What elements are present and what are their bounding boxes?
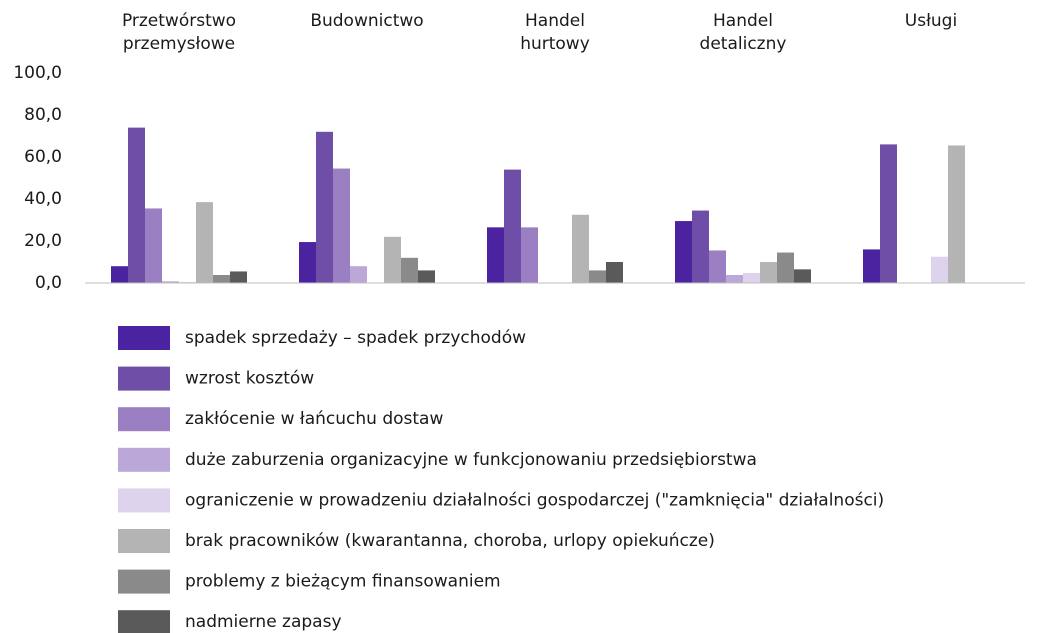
legend-label: spadek sprzedaży – spadek przychodów <box>185 328 526 348</box>
legend-label: wzrost kosztów <box>185 369 314 389</box>
bar <box>128 127 145 283</box>
y-tick-label: 0,0 <box>35 273 62 293</box>
legend-swatch <box>118 529 170 553</box>
category-label: Handel hurtowy <box>520 11 590 54</box>
bar <box>777 252 794 283</box>
bar <box>299 242 316 283</box>
category-label: Przetwórstwo przemysłowe <box>121 11 237 54</box>
bar <box>743 272 760 283</box>
legend-label: problemy z bieżącym finansowaniem <box>185 572 501 592</box>
y-tick-label: 40,0 <box>24 189 62 209</box>
y-tick-label: 60,0 <box>24 147 62 167</box>
bar <box>589 270 606 283</box>
bar <box>384 236 401 283</box>
bar <box>675 221 692 283</box>
legend-swatch <box>118 326 170 350</box>
bar <box>504 169 521 283</box>
legend-label: nadmierne zapasy <box>185 612 342 632</box>
y-tick-label: 100,0 <box>13 63 62 83</box>
bar <box>931 256 948 283</box>
legend-swatch <box>118 610 170 633</box>
bar <box>760 262 777 283</box>
bar <box>709 250 726 283</box>
bar <box>162 281 179 283</box>
bar <box>726 275 743 283</box>
bar <box>213 275 230 283</box>
legend-swatch <box>118 366 170 391</box>
bar <box>350 266 367 283</box>
bar <box>333 168 350 283</box>
bar <box>230 271 247 283</box>
legend-swatch <box>118 407 170 432</box>
bar <box>196 202 213 283</box>
bar <box>401 257 418 283</box>
bar <box>487 227 504 283</box>
bar <box>521 227 538 283</box>
bar <box>572 214 589 283</box>
legend-swatch <box>118 569 170 594</box>
category-label: Usługi <box>904 11 958 31</box>
bar <box>692 210 709 283</box>
legend-label: ograniczenie w prowadzeniu działalności … <box>185 490 884 510</box>
bar <box>880 144 897 283</box>
category-label: Budownictwo <box>310 11 424 31</box>
legend-swatch <box>118 488 170 513</box>
bar <box>794 269 811 283</box>
bar <box>111 266 128 283</box>
legend-label: zakłócenie w łańcuchu dostaw <box>185 409 443 429</box>
bar <box>606 262 623 283</box>
bar <box>145 208 162 283</box>
bar <box>948 145 965 283</box>
y-tick-label: 80,0 <box>24 105 62 125</box>
bar <box>863 249 880 283</box>
y-tick-label: 20,0 <box>24 231 62 251</box>
category-label: Handel detaliczny <box>699 11 787 54</box>
legend-label: brak pracowników (kwarantanna, choroba, … <box>185 531 715 551</box>
bar <box>179 281 196 283</box>
legend-label: duże zaburzenia organizacyjne w funkcjon… <box>185 450 757 470</box>
bar <box>316 131 333 283</box>
bar <box>418 270 435 283</box>
legend-swatch <box>118 447 170 472</box>
